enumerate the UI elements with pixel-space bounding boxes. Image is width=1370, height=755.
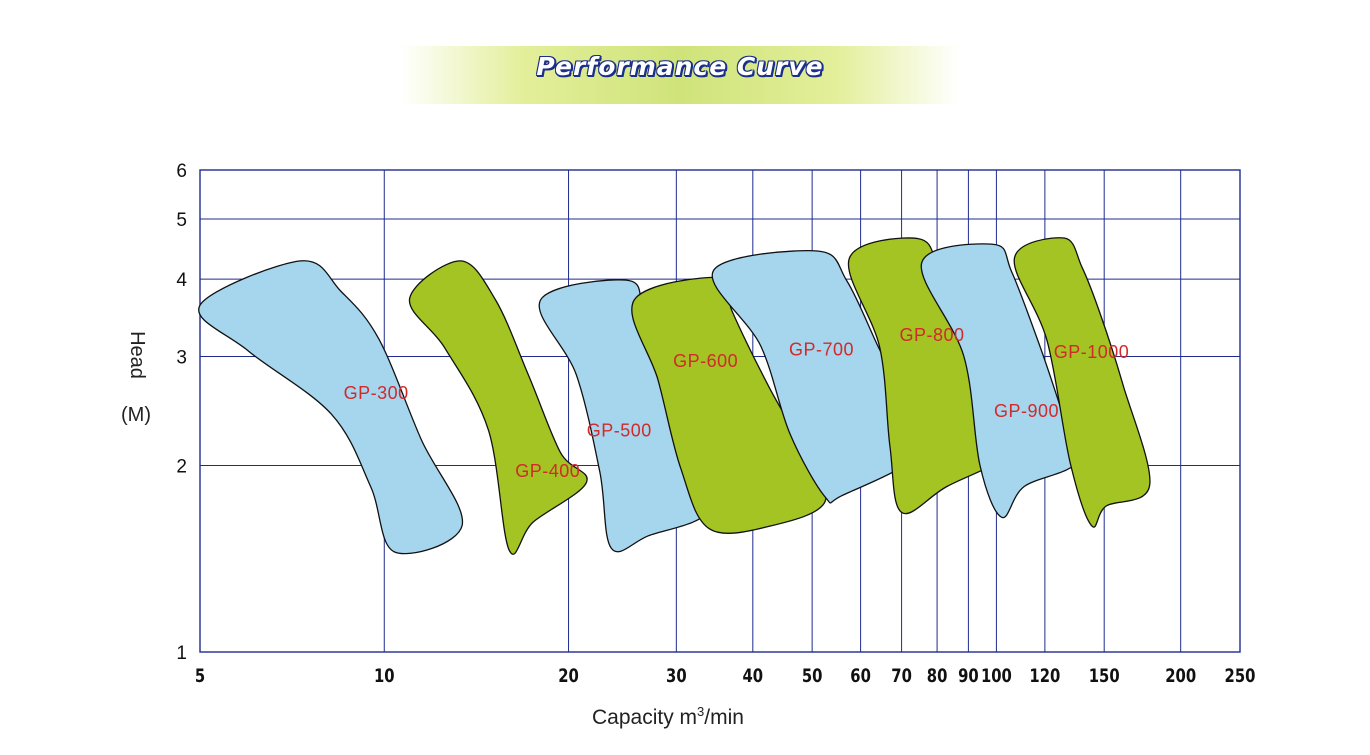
- y-tick-label: 6: [176, 161, 187, 182]
- x-tick-label: 200: [1165, 665, 1196, 687]
- x-tick-label: 10: [374, 665, 395, 687]
- label-gp-700: GP-700: [789, 339, 854, 359]
- x-tick-label: 30: [666, 665, 687, 687]
- y-axis-label-unit: (M): [121, 404, 151, 426]
- x-axis-label-unit: /min: [704, 706, 744, 729]
- chart-title: Performance Curve: [536, 52, 824, 81]
- x-tick-label: 80: [927, 665, 948, 687]
- y-tick-label: 1: [176, 643, 187, 664]
- region-gp-1000: [1013, 237, 1151, 528]
- x-tick-label: 70: [891, 665, 912, 687]
- x-tick-label: 120: [1029, 665, 1060, 687]
- performance-regions: [198, 237, 1151, 555]
- region-gp-300: [198, 260, 464, 555]
- x-tick-label: 250: [1225, 665, 1256, 687]
- x-axis-label-text: Capacity m: [592, 706, 697, 729]
- region-gp-400: [408, 260, 588, 555]
- x-tick-label: 40: [743, 665, 764, 687]
- x-tick-label: 90: [958, 665, 979, 687]
- x-tick-label: 150: [1089, 665, 1120, 687]
- y-axis-label-head: Head: [126, 331, 148, 379]
- label-gp-600: GP-600: [673, 351, 738, 371]
- y-tick-label: 5: [176, 210, 187, 231]
- x-tick-label: 20: [558, 665, 579, 687]
- x-tick-label: 60: [850, 665, 871, 687]
- label-gp-400: GP-400: [515, 461, 580, 481]
- title-banner: [400, 46, 960, 104]
- x-axis-label-superscript: 3: [697, 704, 704, 719]
- label-gp-300: GP-300: [344, 383, 409, 403]
- x-tick-label: 100: [981, 665, 1012, 687]
- y-tick-label: 3: [176, 347, 187, 368]
- y-tick-labels: 1 2 3 4 5 6: [176, 161, 187, 664]
- label-gp-500: GP-500: [587, 420, 652, 440]
- x-tick-label: 5: [195, 665, 205, 687]
- x-tick-labels: 5 10 20 30 40 50 60 70 80 90 100 120 150 200 250: [195, 665, 1256, 687]
- label-gp-800: GP-800: [900, 325, 965, 345]
- y-axis-label: Head (M): [121, 331, 151, 426]
- label-gp-1000: GP-1000: [1054, 342, 1130, 362]
- series-labels: GP-300 GP-400 GP-500 GP-600 GP-700 GP-800 GP-9…: [344, 325, 1130, 481]
- x-tick-label: 50: [802, 665, 823, 687]
- label-gp-900: GP-900: [994, 401, 1059, 421]
- y-tick-label: 2: [176, 457, 187, 478]
- x-axis-label: Capacity m3/min: [592, 704, 744, 729]
- y-tick-label: 4: [176, 270, 187, 291]
